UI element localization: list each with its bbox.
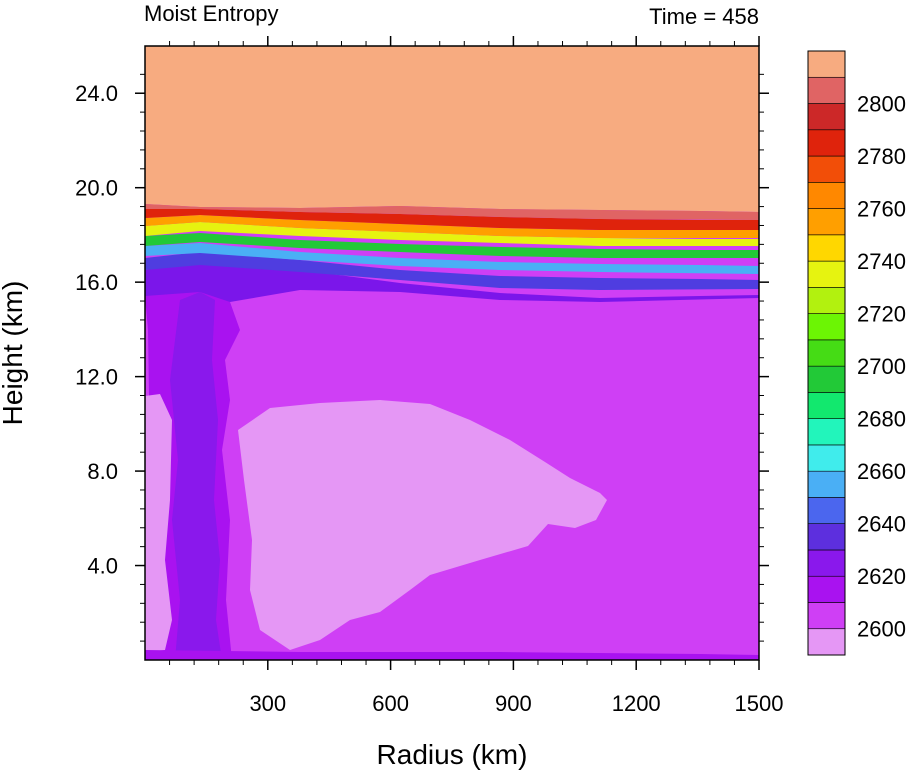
surface-layer [145,650,759,660]
colorbar-box [807,287,846,314]
x-tick-label: 600 [372,691,409,716]
x-axis-label: Radius (km) [377,739,528,770]
colorbar-box [807,444,846,472]
colorbar-box [807,234,846,262]
colorbar-label: 2760 [857,197,906,222]
colorbar-box [807,418,846,446]
tropopause-band-red [145,209,759,230]
tropopause-band-green [145,233,759,258]
colorbar: 2600 2620 2640 2660 2680 2700 2720 2740 2760 2780… [807,50,906,656]
axes: 300 600 900 1200 1500 4.0 8.0 12.0 16.0 20.0 24.0 [75,36,783,716]
tropopause-band-pink [145,204,759,220]
colorbar-box [807,602,846,630]
colorbar-box [807,260,846,288]
tropopause-band-orange [145,215,759,238]
x-tick-label: 300 [249,691,286,716]
colorbar-box [807,76,846,104]
y-tick-label: 24.0 [75,81,118,106]
plot-area [145,46,759,660]
low-entropy-tongue [238,400,607,650]
y-axis-label: Height (km) [0,281,28,426]
colorbar-box [807,129,846,157]
y-tick-label: 12.0 [75,365,118,390]
stratosphere-band [145,46,759,212]
colorbar-label: 2740 [857,249,906,274]
colorbar-label: 2780 [857,144,906,169]
eyewall-inner [170,292,222,660]
colorbar-box [807,470,846,498]
colorbar-box [807,365,846,393]
colorbar-label: 2800 [857,92,906,117]
colorbar-box [807,103,846,131]
y-tick-label: 16.0 [75,270,118,295]
x-tick-label: 900 [495,691,532,716]
chart-title: Moist Entropy [144,1,279,26]
low-entropy-edge [145,394,172,652]
colorbar-box [807,50,846,78]
colorbar-box [807,392,846,419]
colorbar-box [807,628,846,656]
time-label: Time = 458 [649,4,759,29]
colorbar-box [807,549,846,577]
colorbar-box [807,313,846,341]
colorbar-label: 2620 [857,564,906,589]
colorbar-label: 2720 [857,302,906,327]
colorbar-box [807,339,846,367]
colorbar-label: 2680 [857,407,906,432]
tropopause-band-blue [145,243,759,274]
colorbar-box [807,155,846,183]
colorbar-label: 2660 [857,459,906,484]
colorbar-box [807,575,846,603]
colorbar-label: 2700 [857,354,906,379]
colorbar-box [807,523,846,551]
colorbar-box [807,182,846,209]
y-tick-label: 8.0 [87,459,118,484]
tropopause-band-lower [145,262,759,302]
x-tick-label: 1200 [612,691,661,716]
colorbar-label: 2640 [857,512,906,537]
colorbar-box [807,208,846,236]
colorbar-box [807,497,846,524]
plot-frame [144,45,760,661]
tropopause-band-yellow [145,222,759,246]
x-tick-label: 1500 [735,691,784,716]
colorbar-frame [807,50,846,656]
y-tick-label: 4.0 [87,554,118,579]
y-tick-label: 20.0 [75,176,118,201]
tropopause-band-mid [145,252,759,290]
colorbar-label: 2600 [857,617,906,642]
